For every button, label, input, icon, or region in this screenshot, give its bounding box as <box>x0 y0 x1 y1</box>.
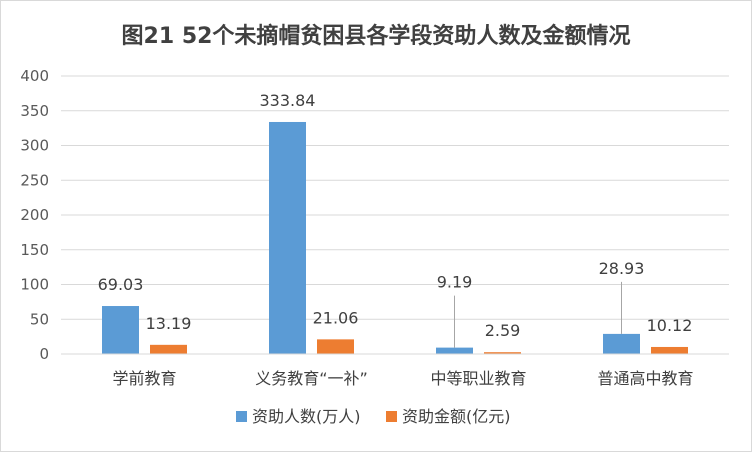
y-tick-label: 300 <box>20 137 49 155</box>
y-tick-label: 200 <box>20 206 49 224</box>
legend: 资助人数(万人) 资助金额(亿元) <box>236 407 511 426</box>
bar <box>269 121 306 354</box>
y-axis: 0 50 100 150 200 250 300 350 400 <box>20 67 49 363</box>
bar <box>150 344 187 354</box>
data-label: 13.19 <box>146 314 192 333</box>
data-label: 28.93 <box>599 259 645 278</box>
data-label: 69.03 <box>98 275 144 294</box>
x-axis: 学前教育 义务教育“一补” 中等职业教育 普通高中教育 <box>61 353 729 388</box>
legend-label: 资助金额(亿元) <box>402 407 511 426</box>
data-label: 2.59 <box>485 321 521 340</box>
bar <box>317 339 354 354</box>
x-category-label: 义务教育“一补” <box>255 369 368 388</box>
legend-swatch <box>236 411 247 422</box>
data-label: 21.06 <box>313 308 359 327</box>
data-label: 9.19 <box>437 273 473 292</box>
data-label: 333.84 <box>260 91 316 110</box>
legend-label: 资助人数(万人) <box>252 407 361 426</box>
y-tick-label: 350 <box>20 102 49 120</box>
y-tick-label: 250 <box>20 171 49 189</box>
x-category-label: 学前教育 <box>112 369 176 388</box>
bar <box>651 346 688 354</box>
y-tick-label: 100 <box>20 276 49 294</box>
y-tick-label: 400 <box>20 67 49 85</box>
y-tick-label: 0 <box>39 345 49 363</box>
gridlines <box>61 75 729 355</box>
data-labels: 69.03 13.19 333.84 21.06 9.19 2.59 28.93 10.12 <box>98 91 693 348</box>
x-category-label: 普通高中教育 <box>597 369 693 388</box>
x-category-label: 中等职业教育 <box>430 369 526 388</box>
y-tick-label: 150 <box>20 241 49 259</box>
bar <box>102 306 139 354</box>
bar <box>603 333 640 354</box>
legend-swatch <box>386 411 397 422</box>
chart-title: 图21 52个未摘帽贫困县各学段资助人数及金额情况 <box>122 23 631 49</box>
bar <box>484 352 521 354</box>
y-tick-label: 50 <box>30 310 49 328</box>
bars <box>102 121 688 354</box>
data-label: 10.12 <box>647 316 693 335</box>
bar <box>436 347 473 354</box>
